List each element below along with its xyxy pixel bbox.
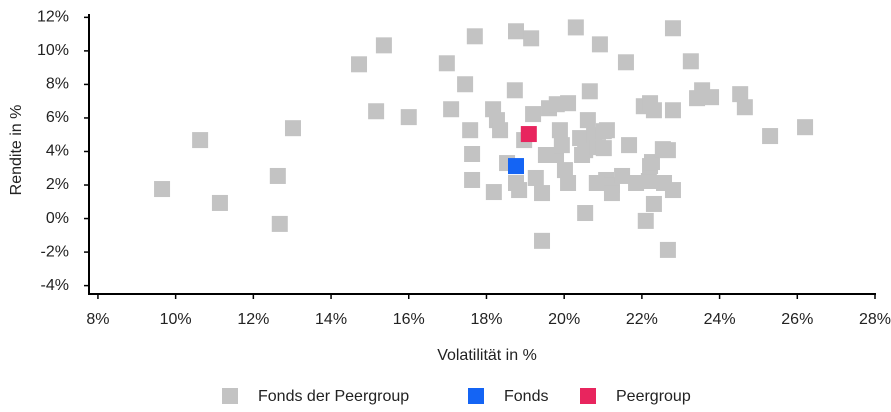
marker	[637, 212, 654, 229]
legend-label: Fonds	[504, 388, 548, 405]
x-tick-label: 10%	[160, 311, 192, 328]
marker	[614, 167, 631, 184]
marker	[640, 172, 657, 189]
marker	[591, 36, 608, 53]
marker	[527, 169, 544, 186]
x-tick-label: 28%	[859, 311, 891, 328]
x-tick-label: 26%	[781, 311, 813, 328]
marker	[511, 182, 528, 199]
marker	[659, 241, 676, 258]
y-tick-label: 12%	[37, 9, 69, 26]
marker	[525, 106, 542, 123]
marker	[464, 146, 481, 162]
legend-label: Fonds der Peergroup	[258, 388, 409, 405]
x-tick-label: 18%	[470, 311, 502, 328]
y-tick-label: -2%	[41, 243, 69, 260]
marker	[507, 23, 524, 40]
marker	[551, 122, 568, 139]
marker	[617, 54, 634, 71]
marker	[464, 171, 481, 188]
legend-label: Peergroup	[616, 388, 691, 405]
marker	[664, 20, 681, 37]
marker	[577, 205, 594, 222]
marker	[506, 82, 523, 99]
marker	[534, 185, 551, 202]
marker	[682, 53, 699, 70]
marker	[523, 30, 540, 47]
marker	[462, 122, 479, 139]
y-tick-label: 10%	[37, 42, 69, 59]
marker	[581, 83, 598, 100]
marker	[588, 175, 605, 192]
x-tick-label: 24%	[704, 311, 736, 328]
marker	[485, 184, 502, 201]
marker	[703, 89, 720, 106]
y-axis-title: Rendite in %	[8, 105, 25, 196]
marker	[603, 185, 620, 202]
x-axis-title: Volatilität in %	[437, 347, 537, 364]
x-tick-label: 16%	[393, 311, 425, 328]
marker	[762, 128, 779, 145]
marker	[351, 56, 368, 73]
marker	[520, 126, 537, 143]
y-tick-label: 4%	[46, 143, 69, 160]
marker	[664, 102, 681, 119]
y-tick-label: -4%	[41, 277, 69, 294]
x-tick-label: 12%	[237, 311, 269, 328]
marker	[645, 195, 662, 212]
x-tick-label: 14%	[315, 311, 347, 328]
marker	[271, 215, 288, 232]
legend-swatch	[222, 388, 238, 404]
marker	[375, 37, 392, 54]
x-tick-label: 8%	[86, 311, 109, 328]
marker	[534, 232, 551, 249]
y-tick-label: 0%	[46, 210, 69, 227]
marker	[560, 95, 577, 112]
marker	[507, 158, 524, 175]
marker	[553, 137, 570, 154]
marker	[732, 86, 749, 103]
marker	[659, 142, 676, 159]
marker	[621, 137, 638, 154]
y-tick-label: 6%	[46, 109, 69, 126]
marker	[466, 28, 483, 45]
marker	[664, 182, 681, 199]
x-tick-label: 22%	[626, 311, 658, 328]
marker	[284, 120, 301, 137]
marker	[643, 154, 660, 171]
marker	[192, 132, 209, 149]
marker	[492, 122, 509, 139]
marker	[579, 112, 596, 129]
legend-swatch	[580, 388, 596, 404]
marker	[400, 109, 417, 126]
y-tick-label: 2%	[46, 176, 69, 193]
marker	[368, 103, 385, 120]
marker	[797, 119, 814, 136]
legend-swatch	[468, 388, 484, 404]
marker	[556, 162, 573, 179]
marker	[628, 175, 645, 192]
marker	[560, 175, 577, 192]
marker	[154, 181, 171, 198]
marker	[736, 99, 753, 116]
marker	[598, 122, 615, 139]
marker	[443, 101, 460, 118]
marker	[567, 19, 584, 36]
marker	[211, 194, 228, 211]
x-tick-label: 20%	[548, 311, 580, 328]
marker	[457, 76, 474, 93]
marker	[269, 167, 286, 184]
marker	[572, 130, 589, 147]
marker	[645, 102, 662, 119]
marker	[577, 142, 594, 159]
marker	[438, 55, 455, 72]
y-tick-label: 8%	[46, 76, 69, 93]
marker	[595, 140, 612, 157]
